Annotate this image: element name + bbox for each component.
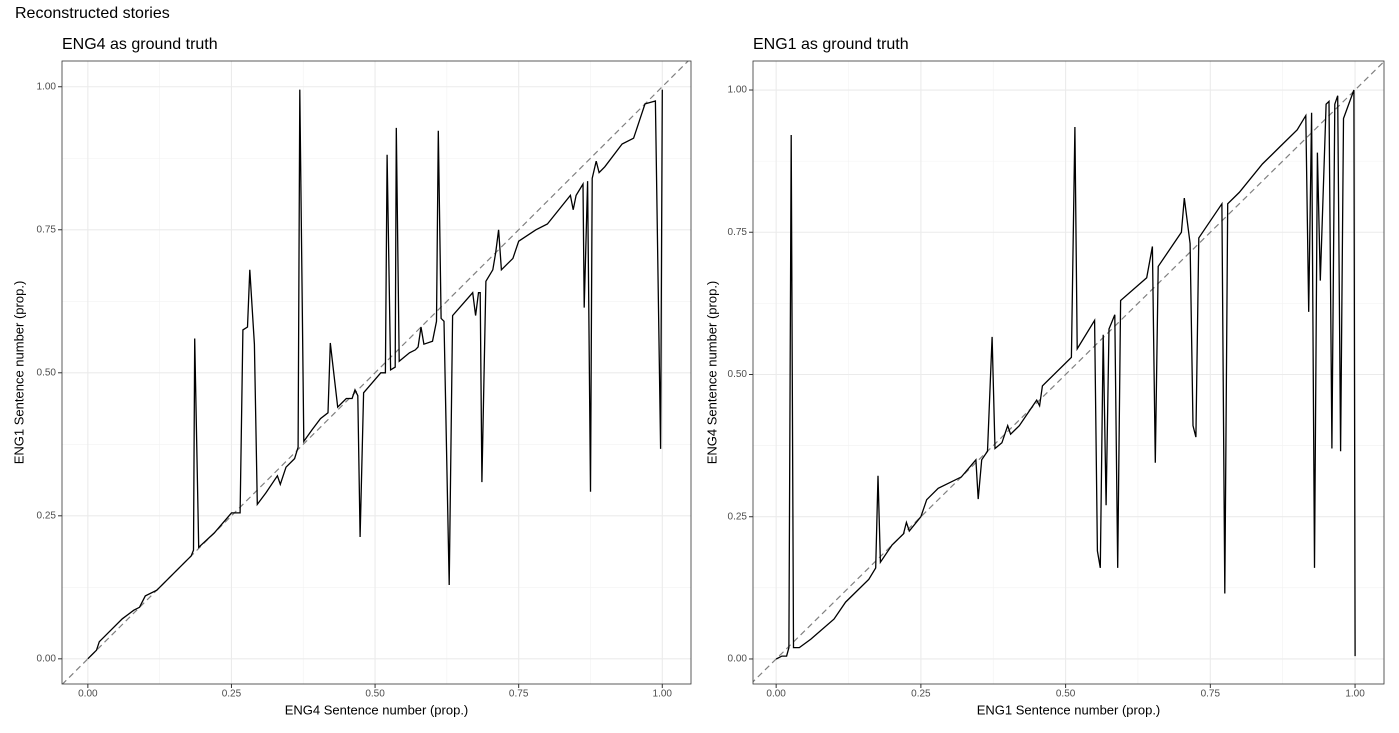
y-tick-label: 0.25	[37, 510, 57, 521]
data-line	[87, 89, 663, 660]
y-tick-label: 0.50	[728, 369, 748, 380]
plot-area	[62, 61, 689, 684]
y-tick-label: 0.75	[37, 224, 57, 235]
y-axis-title: ENG1 Sentence number (prop.)	[11, 281, 26, 465]
identity-line	[753, 61, 1384, 683]
y-tick-label: 0.00	[728, 654, 748, 665]
x-tick-label: 0.50	[365, 689, 385, 700]
x-axis-title: ENG4 Sentence number (prop.)	[285, 702, 469, 717]
identity-line	[62, 61, 689, 684]
x-tick-label: 0.50	[1056, 689, 1076, 700]
panel-title: ENG4 as ground truth	[62, 36, 218, 53]
panel-border	[61, 60, 692, 685]
y-axis-title: ENG4 Sentence number (prop.)	[704, 281, 719, 465]
y-tick-label: 0.00	[37, 653, 57, 664]
panel-title: ENG1 as ground truth	[753, 36, 909, 53]
x-axis-title: ENG1 Sentence number (prop.)	[977, 702, 1161, 717]
x-tick-label: 1.00	[1345, 689, 1365, 700]
x-tick-label: 0.25	[911, 689, 931, 700]
y-tick-label: 0.75	[728, 227, 748, 238]
x-tick-label: 1.00	[653, 689, 673, 700]
data-line	[775, 89, 1356, 660]
x-tick-label: 0.75	[1201, 689, 1221, 700]
x-tick-label: 0.00	[78, 689, 98, 700]
figure-title: Reconstructed stories	[15, 5, 170, 22]
x-tick-label: 0.25	[222, 689, 242, 700]
plot-area	[753, 61, 1384, 683]
y-tick-label: 0.25	[728, 511, 748, 522]
y-tick-label: 0.50	[37, 367, 57, 378]
x-tick-label: 0.00	[766, 689, 786, 700]
panel-border	[752, 60, 1385, 685]
y-tick-label: 1.00	[37, 81, 57, 92]
x-tick-label: 0.75	[509, 689, 529, 700]
y-tick-label: 1.00	[728, 85, 748, 96]
